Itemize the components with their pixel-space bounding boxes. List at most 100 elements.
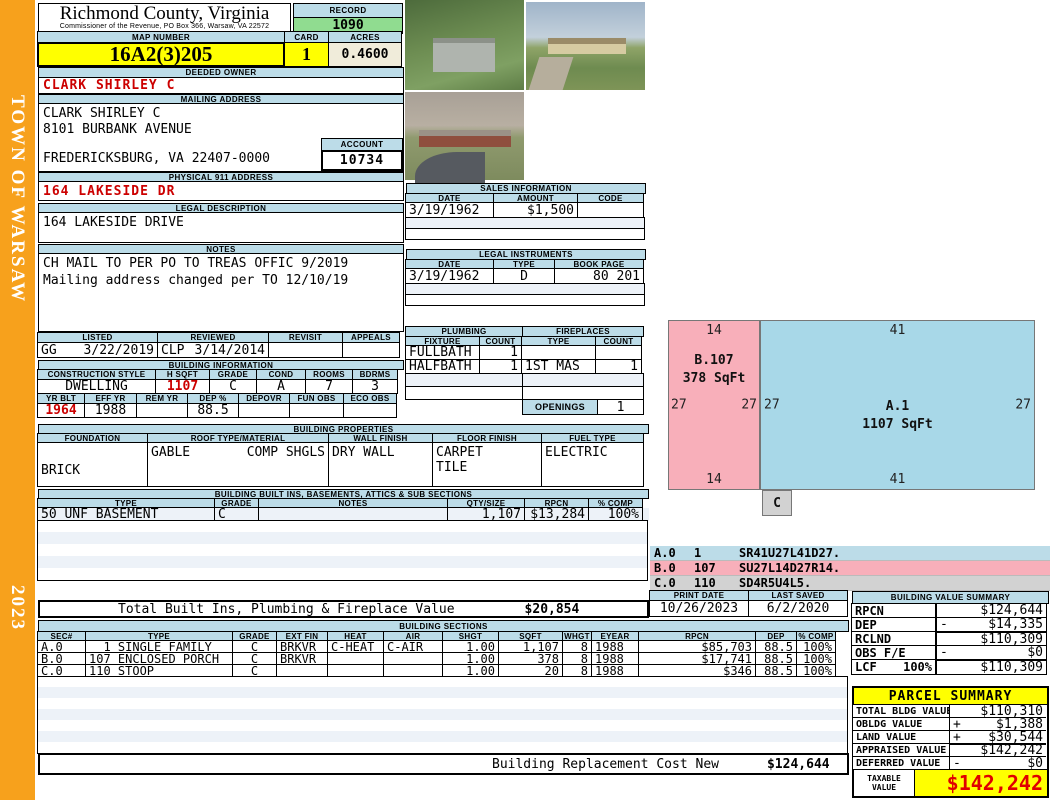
listed-value: GG 3/22/2019 [37, 342, 158, 358]
bs-r1-type: 1 SINGLE FAMILY [85, 640, 233, 654]
building-value-summary: BUILDING VALUE SUMMARY RPCN $124,644 DEP… [851, 591, 1049, 675]
photo-brick-house-shape [419, 130, 511, 147]
bvs-obs: - $0 [935, 645, 1047, 660]
remyr-value [136, 403, 188, 418]
sketch-section-c: C [762, 490, 792, 516]
taxable-value-label: TAXABLE VALUE [854, 769, 915, 796]
acres-value: 0.4600 [328, 42, 402, 67]
ps-totalbldg-label: TOTAL BLDG VALUE [853, 704, 952, 718]
bvs-rpcn: $124,644 [935, 603, 1047, 618]
photo-house-shape [548, 38, 626, 54]
bvs-lcf-label: LCF [855, 660, 877, 674]
empty-row [37, 698, 848, 710]
bvs-rpcn-label: RPCN [851, 603, 936, 618]
bvs-rclnd: $110,309 [935, 631, 1047, 647]
sketch-a-name: A.1 [885, 399, 910, 414]
map-card-acres: MAP NUMBER CARD ACRES 16A2(3)205 1 0.460… [37, 31, 404, 67]
county-header: Richmond County, Virginia Commissioner o… [38, 3, 291, 32]
bvs-obs-value: $0 [1027, 645, 1043, 660]
bvs-lcf-value: $110,309 [980, 660, 1043, 675]
bvs-lcf-pct: 100% [903, 660, 932, 674]
fireplace-1 [521, 345, 596, 360]
map-number-value: 16A2(3)205 [37, 42, 285, 67]
bdrms-value: 3 [352, 379, 398, 394]
ps-obldg-sign: + [953, 716, 961, 732]
mailing-line3: FREDERICKSBURG, VA 22407-0000 [43, 151, 270, 166]
empty-row [405, 386, 523, 400]
builtins-rpcn-value: $13,284 [524, 507, 589, 522]
code-c-num: 110 [694, 576, 716, 590]
bs-r3-grade: C [232, 664, 277, 678]
floorfinish-1: CARPET [436, 445, 483, 460]
review-table: LISTED REVIEWED REVISIT APPEALS GG 3/22/2… [37, 332, 404, 358]
spacer [406, 400, 523, 416]
fixture-1-count: 1 [479, 345, 522, 360]
empty-row [37, 731, 848, 743]
total-built-ins-value: $20,854 [524, 601, 580, 617]
ecoobs-value [343, 403, 397, 418]
empty-row [37, 556, 648, 569]
fireplace-2-count: 1 [595, 359, 642, 374]
floorfinish-2: TILE [436, 460, 468, 475]
photo-house-driveway[interactable] [405, 92, 524, 192]
sketch-area: 14 B.107 378 SqFt 27 27 14 41 27 27 A.1 … [650, 310, 1050, 546]
empty-row [522, 373, 644, 387]
ps-land-value: $30,544 [988, 729, 1043, 745]
bs-r3-sqft: 20 [498, 664, 563, 678]
depovr-value [238, 403, 290, 418]
listed-by: GG [41, 342, 57, 358]
total-built-ins-row: Total Built Ins, Plumbing & Fireplace Va… [38, 600, 649, 618]
bs-r3-dep: 88.5 [755, 664, 797, 678]
building-info-table: CONSTRUCTION STYLE H SQFT GRADE COND ROO… [37, 369, 404, 418]
building-properties-table: FOUNDATION ROOF TYPE/MATERIAL WALL FINIS… [37, 433, 649, 487]
ps-land-label: LAND VALUE [853, 730, 950, 744]
ps-land: + $30,544 [949, 729, 1046, 745]
legal-description-value: 164 LAKESIDE DRIVE [43, 215, 184, 230]
empty-row [37, 720, 848, 732]
dim-a-left: 27 [764, 397, 780, 413]
sketch-code-row-b: B.0 107 SU27L14D27R14. [650, 561, 1050, 576]
instr-date-value: 3/19/1962 [405, 268, 494, 284]
photo-house-front[interactable] [526, 2, 645, 90]
empty-row [405, 294, 645, 306]
code-c-code: SD4R5U4L5. [739, 576, 812, 590]
legal-description-label: LEGAL DESCRIPTION [38, 203, 404, 213]
record-box: RECORD 1090 [293, 3, 403, 34]
bvs-dep: - $14,335 [935, 617, 1047, 632]
bs-r3-heat [327, 664, 384, 677]
county-subtitle: Commissioner of the Revenue, PO Box 366,… [59, 23, 270, 30]
rooms-value: 7 [305, 379, 353, 394]
last-saved-value: 6/2/2020 [748, 600, 848, 617]
bs-r3-whgt: 8 [562, 664, 592, 678]
builtins-grade-value: C [214, 507, 259, 522]
bvs-lcf: $110,309 [935, 659, 1047, 675]
bs-r3-ext [276, 664, 328, 677]
sketch-b-name: B.107 [694, 353, 734, 368]
cond-value: A [256, 379, 306, 394]
instr-type-value: D [493, 268, 555, 284]
dim-a-top: 41 [889, 323, 906, 338]
dim-b-left: 27 [671, 397, 687, 413]
account-value: 10734 [321, 151, 403, 171]
replacement-cost-value: $124,644 [766, 756, 830, 772]
bs-r2-rpcn: $17,741 [638, 652, 756, 666]
mailing-address-label: MAILING ADDRESS [38, 94, 404, 104]
sales-amount-value: $1,500 [493, 202, 578, 218]
ps-obldg-value: $1,388 [996, 716, 1043, 732]
bvs-dep-sign: - [940, 617, 948, 632]
notes-line1: CH MAIL TO PER PO TO TREAS OFFIC 9/2019 [43, 256, 349, 271]
bvs-dep-value: $14,335 [988, 617, 1043, 632]
bvs-lcf-label-cell: LCF 100% [851, 659, 936, 675]
revisit-value [268, 342, 343, 358]
empty-row [522, 386, 644, 400]
bvs-rclnd-value: $110,309 [980, 631, 1043, 647]
sidebar-town-title: TOWN OF WARSAW [7, 95, 28, 304]
bvs-obs-label: OBS F/E [851, 645, 936, 660]
floorfinish-value: CARPET TILE [432, 442, 542, 487]
record-label: RECORD [293, 3, 403, 18]
photo-outbuilding[interactable] [405, 0, 524, 90]
bs-r3-sec: C.0 [37, 664, 86, 678]
sketch-section-a: 41 27 27 A.1 1107 SqFt 41 [760, 320, 1035, 490]
sales-code-value [577, 202, 644, 218]
code-b-code: SU27L14D27R14. [739, 561, 841, 575]
